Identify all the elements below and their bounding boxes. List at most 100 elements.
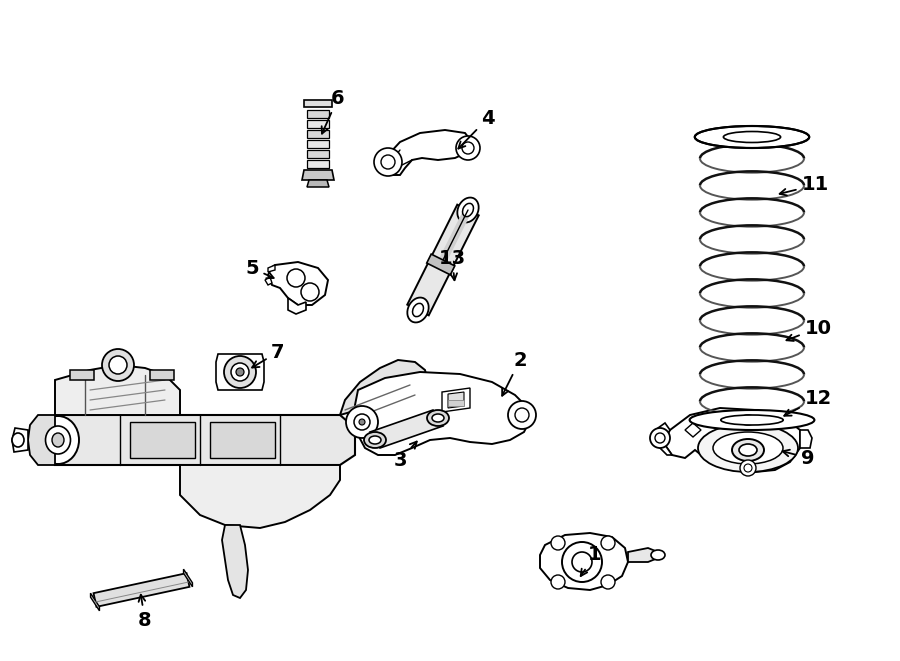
Circle shape bbox=[224, 356, 256, 388]
Text: 4: 4 bbox=[458, 108, 495, 149]
Polygon shape bbox=[302, 170, 334, 180]
Text: 5: 5 bbox=[245, 258, 274, 278]
Ellipse shape bbox=[12, 433, 24, 447]
Polygon shape bbox=[55, 365, 180, 415]
Ellipse shape bbox=[457, 198, 479, 223]
Text: 7: 7 bbox=[252, 342, 284, 368]
Polygon shape bbox=[800, 430, 812, 448]
Polygon shape bbox=[307, 120, 329, 128]
Ellipse shape bbox=[689, 410, 814, 430]
Polygon shape bbox=[442, 388, 470, 412]
Ellipse shape bbox=[651, 550, 665, 560]
Ellipse shape bbox=[408, 297, 428, 323]
Polygon shape bbox=[307, 110, 329, 118]
Ellipse shape bbox=[463, 204, 473, 217]
Circle shape bbox=[601, 536, 615, 550]
Text: 10: 10 bbox=[787, 319, 832, 341]
Polygon shape bbox=[150, 370, 174, 380]
Circle shape bbox=[508, 401, 536, 429]
Circle shape bbox=[354, 414, 370, 430]
Ellipse shape bbox=[364, 432, 386, 448]
Circle shape bbox=[601, 575, 615, 589]
Circle shape bbox=[462, 142, 474, 154]
Ellipse shape bbox=[432, 414, 444, 422]
Circle shape bbox=[346, 406, 378, 438]
Circle shape bbox=[740, 460, 756, 476]
Ellipse shape bbox=[734, 411, 762, 429]
Text: 2: 2 bbox=[502, 350, 526, 396]
Polygon shape bbox=[268, 262, 328, 305]
Polygon shape bbox=[307, 160, 329, 168]
Polygon shape bbox=[355, 372, 530, 455]
Polygon shape bbox=[130, 422, 195, 458]
Polygon shape bbox=[268, 265, 275, 272]
Ellipse shape bbox=[52, 433, 64, 447]
Polygon shape bbox=[288, 298, 306, 314]
Polygon shape bbox=[628, 548, 658, 562]
Circle shape bbox=[551, 575, 565, 589]
Circle shape bbox=[231, 363, 249, 381]
Polygon shape bbox=[307, 150, 329, 158]
Ellipse shape bbox=[740, 415, 756, 425]
Circle shape bbox=[109, 356, 127, 374]
Polygon shape bbox=[94, 573, 190, 607]
Polygon shape bbox=[91, 593, 100, 611]
Circle shape bbox=[287, 269, 305, 287]
Text: 12: 12 bbox=[784, 389, 832, 416]
Ellipse shape bbox=[412, 303, 424, 317]
Circle shape bbox=[572, 552, 592, 572]
Polygon shape bbox=[180, 465, 340, 528]
Polygon shape bbox=[184, 569, 193, 587]
Circle shape bbox=[359, 419, 365, 425]
Circle shape bbox=[236, 368, 244, 376]
Polygon shape bbox=[448, 392, 464, 408]
Circle shape bbox=[650, 428, 670, 448]
Ellipse shape bbox=[427, 410, 449, 426]
Ellipse shape bbox=[713, 432, 783, 464]
Circle shape bbox=[744, 464, 752, 472]
Polygon shape bbox=[307, 130, 329, 138]
Polygon shape bbox=[408, 205, 479, 315]
Polygon shape bbox=[385, 130, 472, 175]
Circle shape bbox=[551, 536, 565, 550]
Text: 1: 1 bbox=[580, 545, 602, 576]
Polygon shape bbox=[222, 525, 248, 598]
Circle shape bbox=[655, 433, 665, 443]
Polygon shape bbox=[685, 423, 701, 437]
Circle shape bbox=[456, 136, 480, 160]
Ellipse shape bbox=[724, 132, 780, 143]
Ellipse shape bbox=[369, 436, 381, 444]
Ellipse shape bbox=[695, 126, 809, 148]
Text: 9: 9 bbox=[783, 449, 814, 467]
Circle shape bbox=[562, 542, 602, 582]
Polygon shape bbox=[12, 428, 28, 452]
Polygon shape bbox=[265, 277, 272, 285]
Ellipse shape bbox=[721, 415, 783, 425]
Circle shape bbox=[301, 283, 319, 301]
Text: 6: 6 bbox=[321, 89, 345, 134]
Circle shape bbox=[102, 349, 134, 381]
Polygon shape bbox=[70, 370, 94, 380]
Polygon shape bbox=[370, 410, 443, 448]
Polygon shape bbox=[655, 423, 672, 455]
Polygon shape bbox=[55, 415, 355, 465]
Circle shape bbox=[515, 408, 529, 422]
Text: 3: 3 bbox=[393, 442, 417, 469]
Text: 11: 11 bbox=[779, 176, 829, 196]
Polygon shape bbox=[427, 254, 454, 275]
Ellipse shape bbox=[698, 424, 798, 472]
Polygon shape bbox=[307, 180, 329, 187]
Text: 8: 8 bbox=[139, 595, 152, 629]
Polygon shape bbox=[340, 360, 428, 415]
Polygon shape bbox=[448, 400, 464, 406]
Ellipse shape bbox=[739, 444, 757, 456]
Polygon shape bbox=[304, 100, 332, 107]
Ellipse shape bbox=[37, 416, 79, 464]
Polygon shape bbox=[307, 140, 329, 148]
Ellipse shape bbox=[732, 439, 764, 461]
Circle shape bbox=[381, 155, 395, 169]
Polygon shape bbox=[665, 408, 800, 472]
Polygon shape bbox=[28, 415, 55, 465]
Text: 13: 13 bbox=[438, 249, 465, 280]
Circle shape bbox=[374, 148, 402, 176]
